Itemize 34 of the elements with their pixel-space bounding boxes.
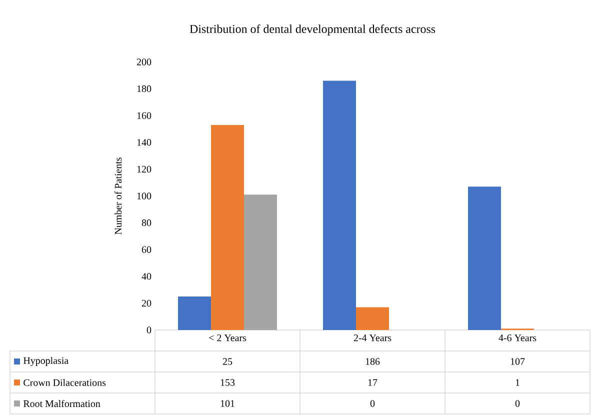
y-tick-label: 20	[142, 300, 152, 307]
x-tick-label: < 2 Years	[209, 334, 246, 342]
data-label: 1	[516, 379, 520, 386]
legend-label: Hypoplasia	[23, 356, 68, 366]
bar	[323, 80, 356, 330]
data-label: 17	[368, 379, 378, 386]
y-tick-label: 120	[137, 166, 152, 173]
data-label: 25	[222, 358, 232, 365]
data-label: 186	[366, 358, 380, 365]
bar	[244, 194, 278, 330]
y-tick-label: 140	[137, 139, 152, 146]
y-tick-label: 180	[137, 85, 152, 92]
y-tick-label: 0	[146, 326, 152, 334]
data-label: 153	[220, 379, 235, 386]
data-label: 0	[370, 400, 375, 407]
legend-label: Root Malformation	[23, 400, 100, 408]
chart-title: Distribution of dental developmental defects across	[190, 24, 436, 36]
data-label: 0	[515, 400, 520, 407]
y-tick-label: 40	[142, 273, 152, 280]
data-label: 107	[510, 358, 525, 365]
bar	[178, 296, 212, 330]
bar	[468, 186, 502, 330]
y-tick-label: 100	[137, 192, 152, 200]
legend-label: Crown Dilacerations	[24, 378, 106, 386]
y-tick-label: 200	[136, 58, 152, 66]
data-label: 101	[220, 400, 234, 407]
y-tick-label: 60	[142, 246, 152, 253]
bar	[356, 307, 390, 330]
y-tick-label: 160	[137, 112, 152, 119]
bar	[211, 124, 244, 330]
x-tick-label: 4-6 Years	[498, 334, 536, 342]
y-tick-label: 80	[142, 219, 152, 226]
x-tick-label: 2-4 Years	[354, 334, 392, 342]
y-axis-title: Number of Patients	[114, 158, 122, 234]
